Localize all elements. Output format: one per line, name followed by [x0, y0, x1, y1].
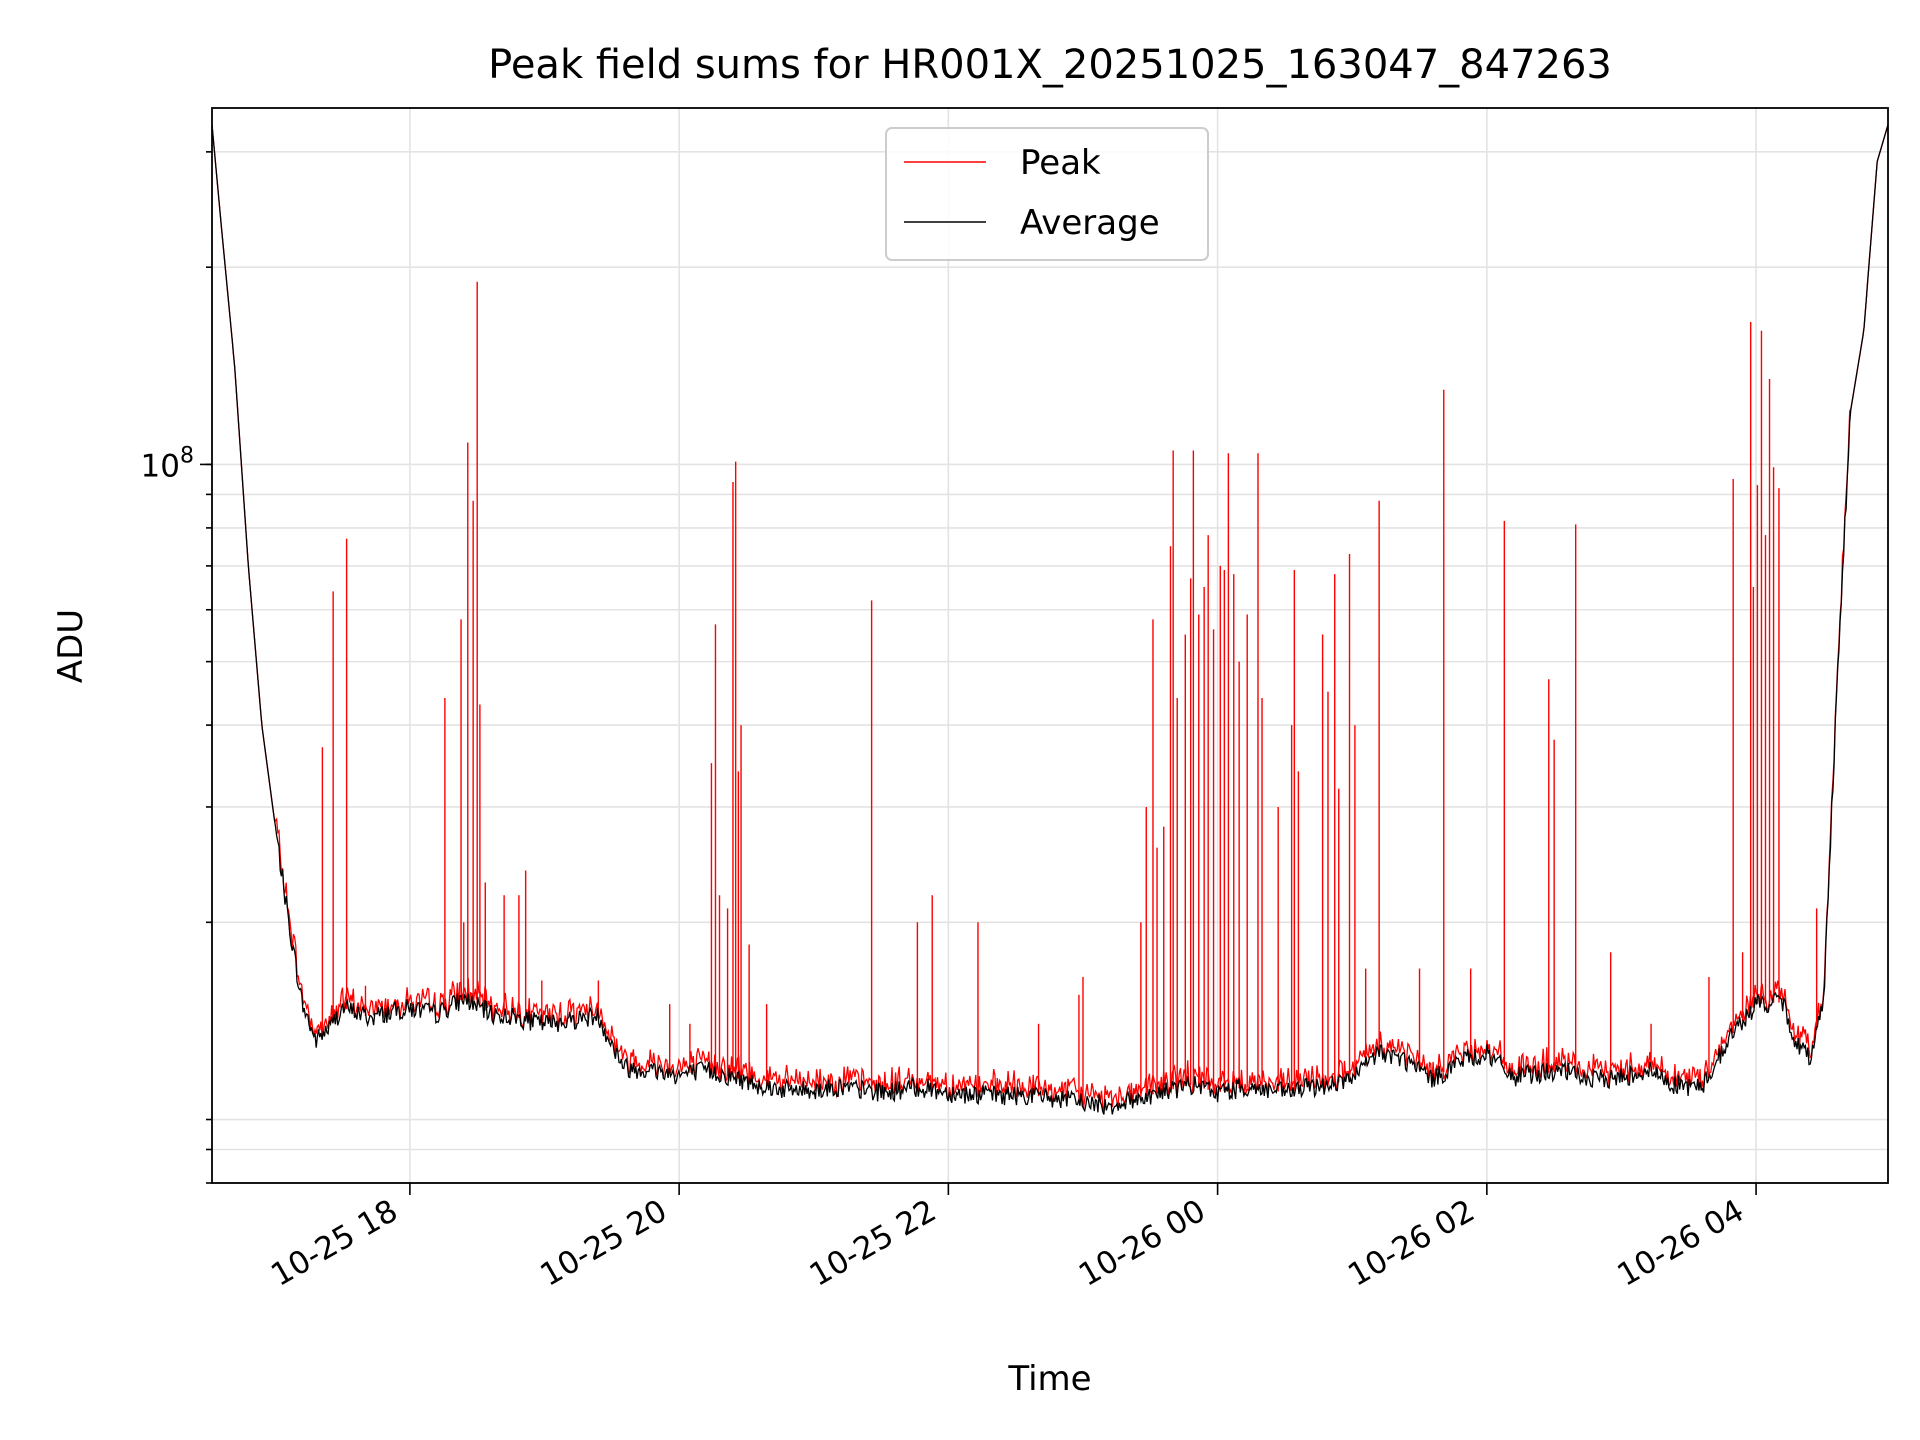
series-group — [212, 124, 1888, 1115]
grid-layer — [212, 108, 1888, 1184]
y-axis-label: ADU — [51, 609, 91, 683]
average-line — [212, 124, 1888, 1115]
legend-label-peak: Peak — [1020, 143, 1101, 183]
plot-frame — [211, 107, 1889, 1184]
legend-label-average: Average — [1020, 203, 1160, 243]
y-tick-label: 108 — [141, 443, 194, 484]
series-layer — [212, 124, 1888, 1115]
legend-box — [885, 127, 1209, 261]
x-axis-label: Time — [1007, 1359, 1091, 1399]
chart-title: Peak field sums for HR001X_20251025_1630… — [488, 42, 1612, 88]
peak-line — [212, 124, 1888, 1112]
legend: Peak Average — [885, 127, 1209, 261]
